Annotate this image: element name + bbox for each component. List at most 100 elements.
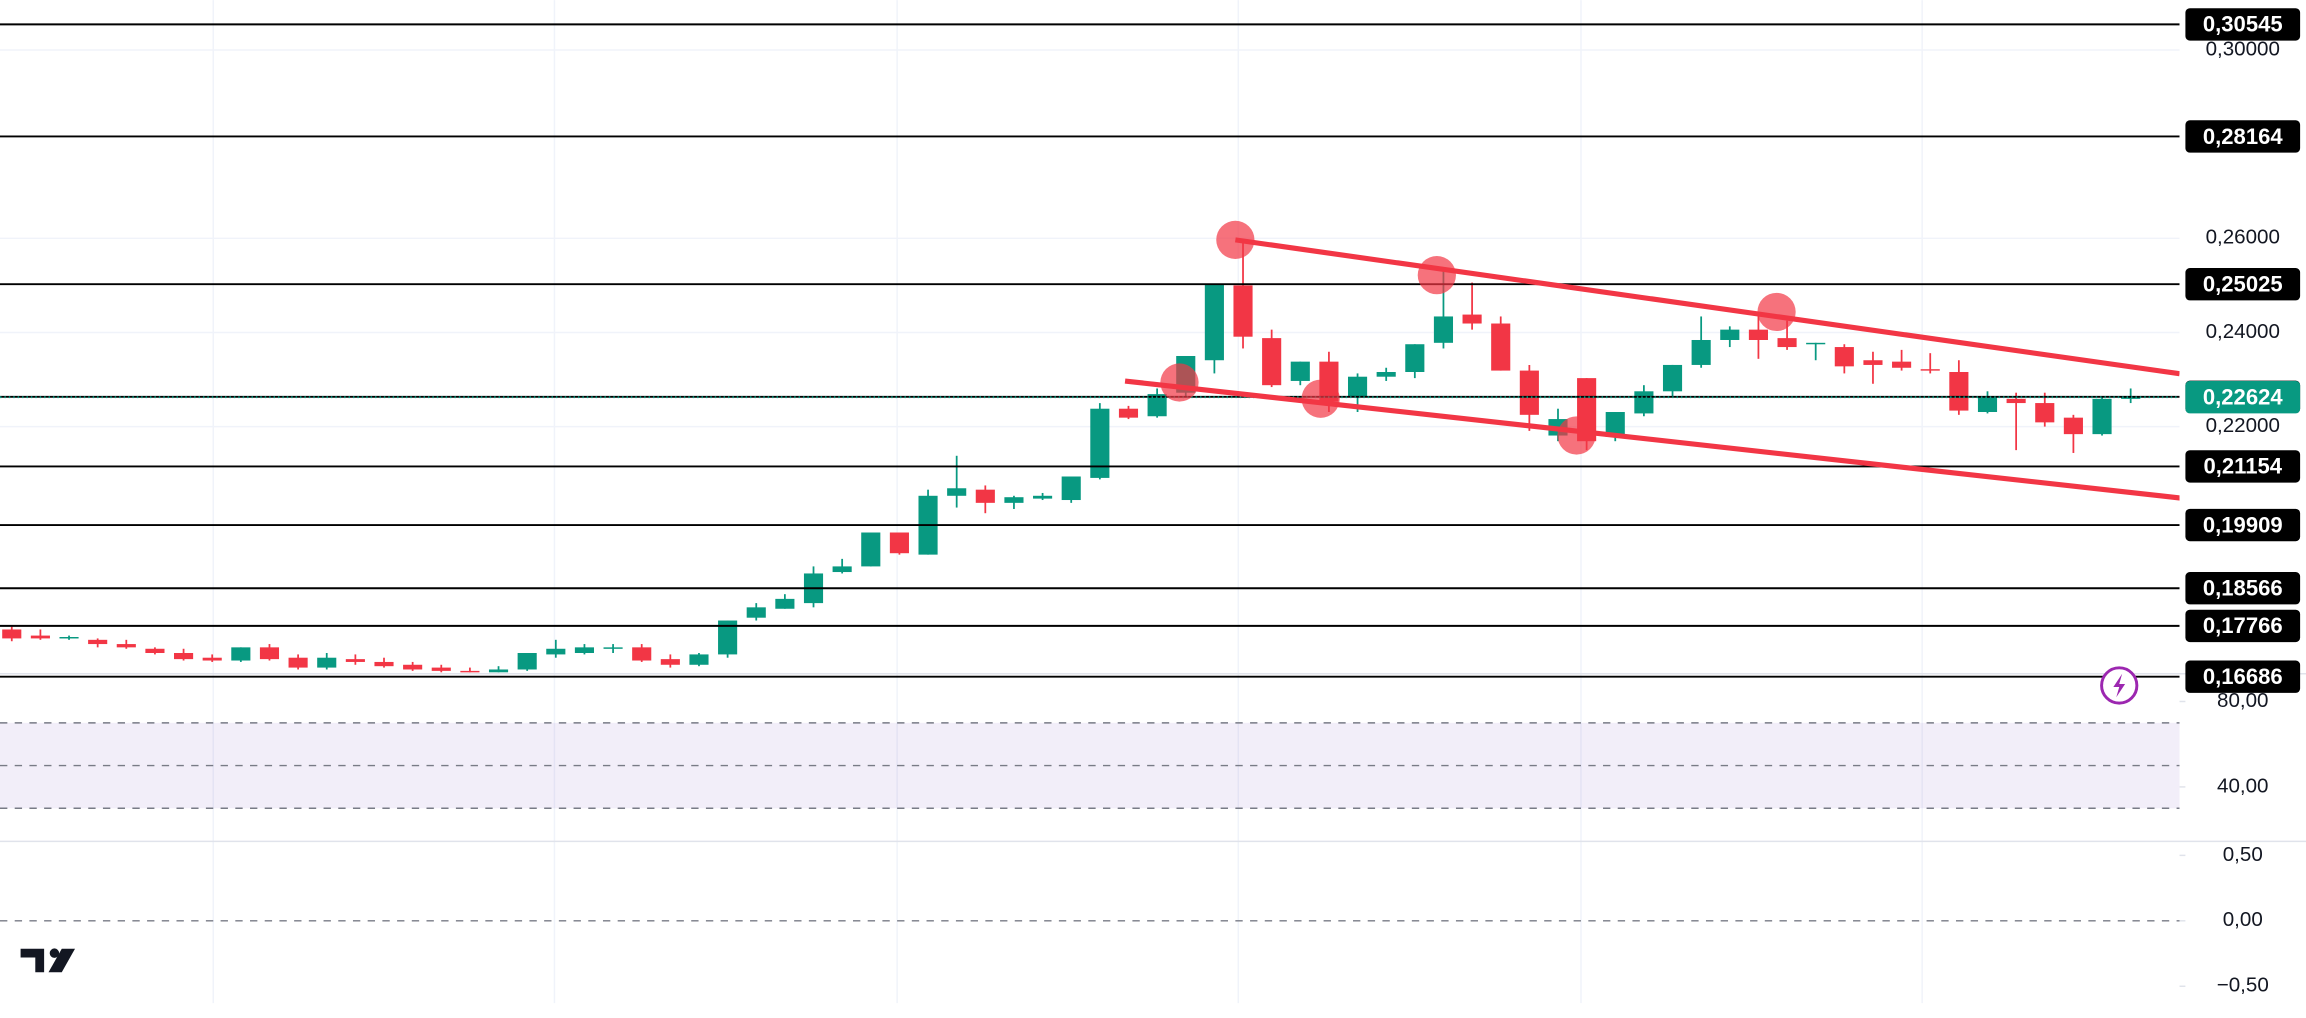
level-label-box: [2185, 609, 2301, 643]
candle-body: [1433, 316, 1454, 343]
candle-body: [1691, 339, 1711, 365]
candle-body: [889, 532, 909, 554]
candle-body: [1290, 361, 1310, 381]
candle-body: [145, 648, 165, 654]
candle-body: [1061, 476, 1081, 501]
candle-body: [317, 657, 337, 668]
y-tick-label: 0,50: [2223, 843, 2263, 866]
pivot-marker: [1216, 220, 1255, 259]
candle-body: [345, 659, 365, 662]
level-label: 0,25025: [2203, 272, 2283, 297]
candle-body: [1147, 394, 1167, 417]
level-label: 0,19909: [2203, 512, 2283, 537]
candle-body: [975, 489, 995, 503]
level-label: 0,21154: [2204, 454, 2283, 479]
y-tick-label: 0,24000: [2206, 320, 2280, 343]
candle-body: [1376, 371, 1396, 377]
candle-body: [1920, 369, 1940, 371]
candle-body: [259, 647, 280, 660]
candle-body: [2121, 397, 2141, 399]
candle-body: [1720, 329, 1740, 340]
candle-body: [2035, 403, 2055, 423]
y-tick-label: 0,22000: [2206, 414, 2280, 437]
candle-body: [30, 635, 50, 639]
candle-body: [403, 664, 423, 670]
level-label-box: [2185, 508, 2301, 542]
candle-body: [1090, 408, 1110, 478]
level-label: 0,28164: [2203, 124, 2283, 149]
candle-body: [174, 653, 194, 660]
candle-body: [1634, 391, 1654, 414]
candle-body: [1977, 396, 1998, 413]
pivot-marker: [1757, 292, 1796, 332]
y-tick-label: 40,00: [2217, 774, 2269, 797]
logo[interactable]: [20, 948, 76, 973]
candle-body: [2063, 417, 2083, 435]
y-tick-label: 0,26000: [2206, 226, 2280, 249]
alert-icon[interactable]: [2100, 666, 2139, 705]
level-label-box: [2185, 381, 2301, 414]
level-label-box: [2185, 8, 2301, 41]
candle-body: [2006, 398, 2026, 404]
level-label-box: [2185, 572, 2301, 605]
level-label: 0,16686: [2203, 664, 2283, 689]
candle-body: [861, 532, 881, 567]
candle-body: [202, 657, 222, 661]
candle-body: [2, 629, 22, 639]
alert-bolt[interactable]: [2113, 673, 2126, 698]
candle-body: [1118, 408, 1139, 418]
candle-body: [59, 637, 79, 639]
trend-line: [1234, 237, 2180, 377]
y-tick-label: 0,30000: [2206, 37, 2280, 60]
logo-part[interactable]: [49, 948, 60, 958]
candle-body: [746, 607, 766, 618]
level-label: 0,17766: [2203, 613, 2283, 638]
candle-body: [431, 667, 451, 671]
drawings: [1124, 220, 2180, 501]
level-label-box: [2185, 450, 2301, 483]
candle-body: [1004, 497, 1024, 503]
y-tick-label: 0,00: [2223, 908, 2263, 931]
pivot-marker: [1557, 416, 1596, 455]
plot-area: [0, 23, 2180, 922]
candle-body: [88, 639, 108, 645]
candle-body: [1491, 323, 1511, 371]
candle-body: [689, 654, 709, 665]
candle-body: [947, 488, 967, 496]
candle-body: [1949, 371, 1969, 411]
pivot-marker: [1301, 379, 1340, 418]
candle-body: [488, 669, 509, 673]
candle-body: [632, 647, 652, 661]
candle-body: [718, 620, 738, 655]
candle-body: [1605, 412, 1625, 437]
candle-body: [1233, 285, 1253, 337]
candle-body: [1262, 338, 1282, 386]
candle-body: [1347, 376, 1368, 397]
y-tick-label: 80,00: [2217, 689, 2269, 712]
y-tick-label: −0,50: [2217, 974, 2269, 997]
candle-body: [231, 647, 251, 661]
candle-body: [460, 670, 480, 673]
candle-body: [1462, 314, 1482, 324]
candle-body: [1204, 283, 1224, 361]
candle-body: [116, 644, 136, 648]
logo-part[interactable]: [20, 948, 45, 973]
candle-body: [1748, 329, 1768, 340]
logo-part[interactable]: [48, 948, 76, 973]
candle-body: [1405, 344, 1425, 372]
price-axis: 0,30000 0,26000 0,24000 0,22000 0,30545 0,281…: [2185, 8, 2301, 997]
candle-body: [1033, 495, 1053, 499]
candle-body: [775, 598, 795, 609]
candle-body: [574, 647, 595, 654]
candle-body: [546, 648, 566, 655]
candle-body: [2092, 398, 2112, 435]
level-label: 0,22624: [2203, 385, 2283, 410]
level-label: 0,18566: [2203, 576, 2283, 601]
candle-body: [1863, 360, 1883, 365]
candle-body: [832, 566, 852, 573]
candle-body: [1519, 370, 1539, 415]
level-label-box: [2185, 268, 2301, 301]
pivot-marker: [1417, 256, 1456, 295]
